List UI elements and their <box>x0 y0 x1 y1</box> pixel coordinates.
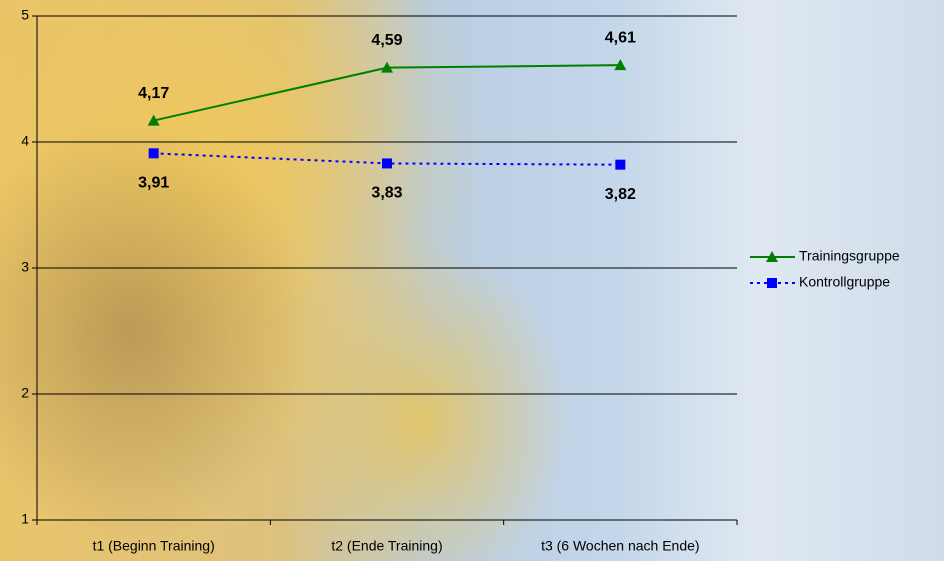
y-tick-label: 2 <box>21 385 29 401</box>
x-tick-label: t3 (6 Wochen nach Ende) <box>541 538 700 554</box>
value-label: 4,59 <box>371 32 402 49</box>
x-tick-label: t1 (Beginn Training) <box>93 538 215 554</box>
point <box>147 114 160 126</box>
value-label: 4,61 <box>605 29 636 46</box>
legend-label: Trainingsgruppe <box>799 248 900 264</box>
value-label: 3,91 <box>138 175 169 192</box>
point <box>614 59 627 71</box>
legend-marker <box>767 278 777 288</box>
x-tick-label: t2 (Ende Training) <box>331 538 442 554</box>
point <box>615 159 626 170</box>
legend-marker <box>766 251 778 262</box>
y-tick-label: 5 <box>21 7 29 23</box>
value-label: 3,82 <box>605 186 636 203</box>
point <box>381 61 393 73</box>
y-tick-label: 1 <box>21 511 29 527</box>
series-line <box>153 64 621 122</box>
y-tick-label: 4 <box>21 133 29 149</box>
point <box>148 148 159 159</box>
value-label: 3,83 <box>371 185 402 202</box>
point <box>382 158 392 169</box>
value-label: 4,17 <box>138 85 169 102</box>
legend-label: Kontrollgruppe <box>799 274 890 290</box>
y-tick-label: 3 <box>21 259 29 275</box>
